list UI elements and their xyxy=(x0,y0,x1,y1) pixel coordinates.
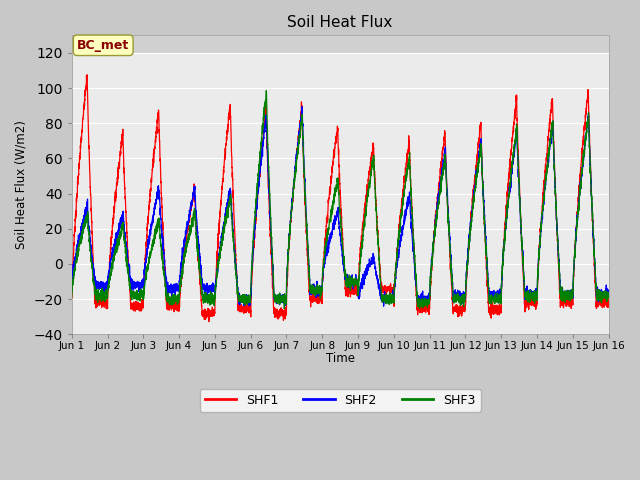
Text: BC_met: BC_met xyxy=(77,39,129,52)
X-axis label: Time: Time xyxy=(326,352,355,365)
Title: Soil Heat Flux: Soil Heat Flux xyxy=(287,15,393,30)
Legend: SHF1, SHF2, SHF3: SHF1, SHF2, SHF3 xyxy=(200,389,481,411)
Bar xyxy=(72,36,609,53)
Y-axis label: Soil Heat Flux (W/m2): Soil Heat Flux (W/m2) xyxy=(15,120,28,249)
Bar xyxy=(72,53,609,334)
